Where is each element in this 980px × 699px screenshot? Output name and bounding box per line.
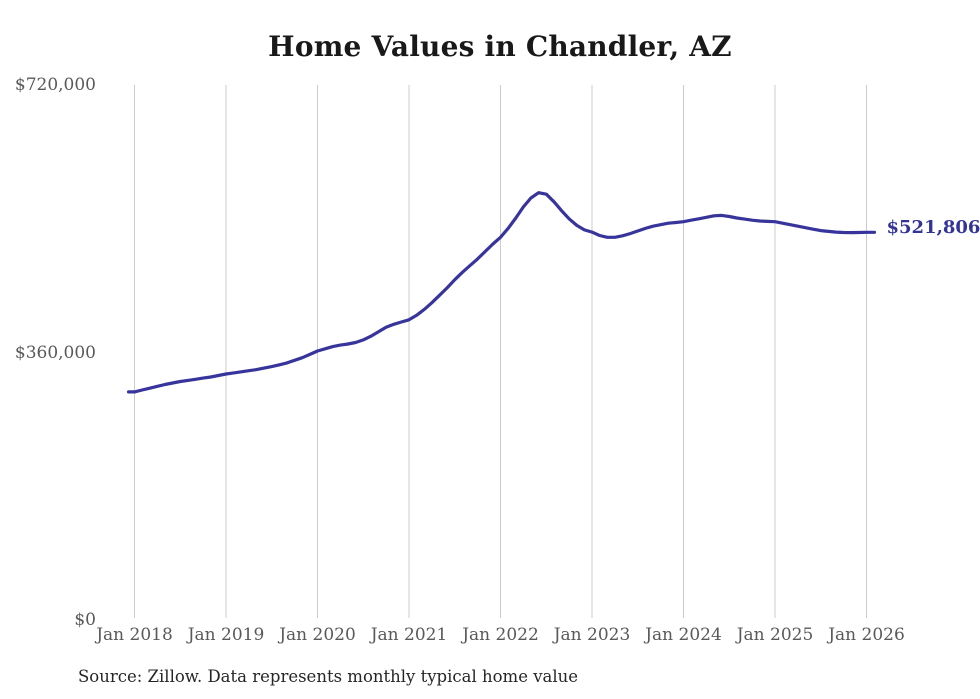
source-note: Source: Zillow. Data represents monthly … [78,667,579,686]
chart-title: Home Values in Chandler, AZ [268,30,732,63]
x-tick-label: Jan 2023 [553,625,631,645]
x-tick-label: Jan 2020 [279,625,356,645]
y-tick-label: $720,000 [14,75,96,95]
home-value-line [126,191,877,394]
x-tick-label: Jan 2022 [462,625,539,645]
x-tick-label: Jan 2026 [828,625,905,645]
x-tick-label: Jan 2019 [187,625,265,645]
y-tick-label: $360,000 [14,342,96,363]
x-tick-label: Jan 2025 [736,625,814,645]
y-tick-label: $0 [74,610,96,630]
x-tick-label: Jan 2018 [96,625,173,645]
x-tick-label: Jan 2021 [370,625,448,645]
x-tick-label: Jan 2024 [645,625,722,645]
current-value-label: $521,806 [886,217,980,239]
